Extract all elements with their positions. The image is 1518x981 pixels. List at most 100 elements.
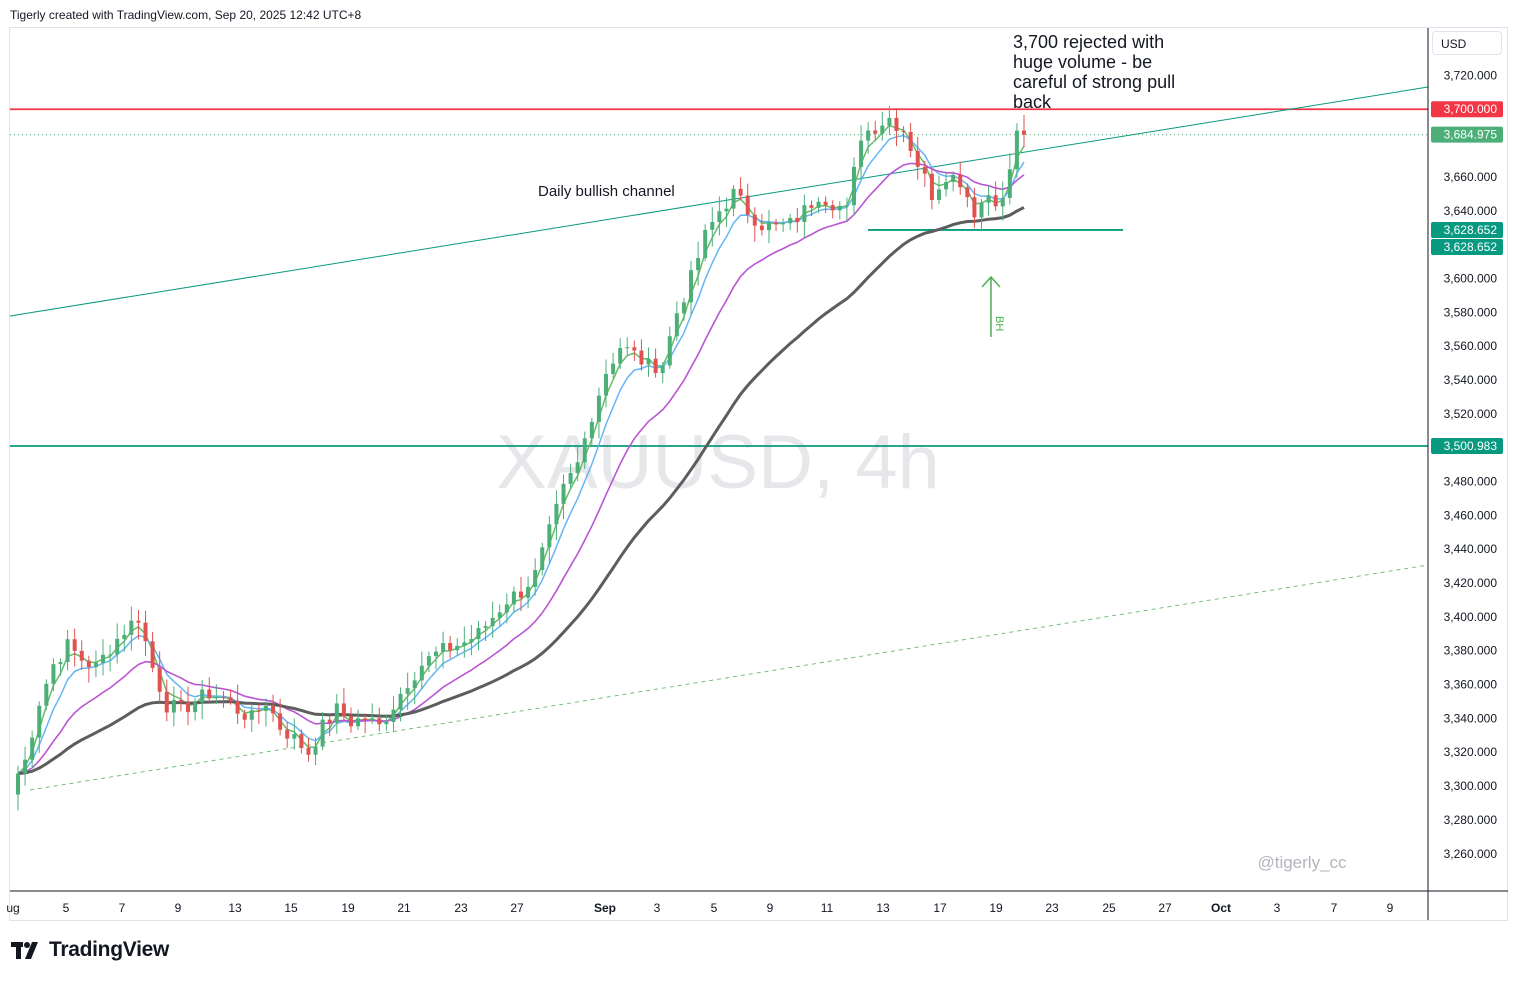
candle-body	[1000, 197, 1005, 207]
candle-body	[929, 173, 934, 200]
annotation-channel: Daily bullish channel	[538, 183, 675, 200]
candle-body	[972, 197, 977, 218]
time-scale: ug 5 7 9 13 15 19 21 23 27 Sep 3 5 9 11 13 17 19 23 25 27 Oct…	[6, 901, 1393, 915]
candle-body	[44, 683, 49, 706]
price-tick-label: 3,340.000	[1444, 711, 1498, 725]
candle-body	[604, 373, 609, 396]
candle-body	[448, 643, 453, 651]
price-label-text: 3,684.975	[1444, 128, 1498, 142]
candle-body	[334, 703, 339, 723]
candle-body	[936, 189, 941, 200]
candle-body	[901, 130, 906, 132]
candle-body	[462, 642, 467, 646]
candle-body	[908, 131, 913, 152]
candle-body	[200, 689, 205, 703]
price-label-box: 3,700.000	[1431, 101, 1503, 118]
price-label-bg	[1431, 238, 1503, 255]
candle-body	[115, 638, 120, 655]
price-tick-label: 3,300.000	[1444, 779, 1498, 793]
time-tick-label: 7	[1331, 901, 1338, 915]
candle-body	[58, 662, 63, 665]
candle-body	[249, 710, 254, 720]
price-tick-label: 3,260.000	[1444, 847, 1498, 861]
annotation-warning-line: huge volume - be	[1013, 52, 1152, 72]
candle-body	[667, 336, 672, 366]
time-tick-label: 25	[1102, 901, 1116, 915]
candle-body	[766, 222, 771, 231]
chart-frame[interactable]	[9, 27, 1508, 921]
price-label-bg	[1431, 126, 1503, 143]
candle-body	[533, 570, 538, 587]
candle-body	[242, 713, 247, 720]
candle-body	[504, 604, 509, 613]
candle-body	[412, 680, 417, 689]
candle-body	[108, 654, 113, 656]
price-label-box: 3,628.652	[1431, 221, 1503, 238]
tradingview-brand[interactable]: TradingView	[11, 938, 169, 962]
candle-body	[1014, 130, 1019, 170]
candle-body	[306, 747, 311, 755]
price-label-bg	[1431, 101, 1503, 118]
candle-body	[589, 421, 594, 439]
candle-body	[186, 701, 191, 713]
candle-body	[419, 665, 424, 681]
candle-body	[476, 628, 481, 640]
price-tick-label: 3,720.000	[1444, 68, 1498, 82]
candle-body	[660, 365, 665, 374]
candle-body	[561, 483, 566, 504]
candle-body	[639, 350, 644, 365]
candle-body	[370, 718, 375, 721]
candle-body	[391, 709, 396, 723]
candle-body	[426, 656, 431, 666]
candle-body	[866, 130, 871, 141]
currency-selector[interactable]: USD	[1432, 31, 1502, 55]
candle-body	[837, 205, 842, 211]
time-tick-label: 13	[876, 901, 890, 915]
candle-body	[795, 218, 800, 223]
candle-body	[327, 719, 332, 723]
candle-body	[710, 221, 715, 230]
candle-body	[79, 650, 84, 661]
candle-body	[143, 622, 148, 642]
candle-body	[625, 347, 630, 349]
time-tick-label: 17	[933, 901, 947, 915]
candle-body	[136, 620, 141, 623]
price-tick-label: 3,320.000	[1444, 745, 1498, 759]
candle-body	[356, 718, 361, 727]
time-tick-label: 11	[821, 901, 834, 915]
time-tick-label: 27	[1158, 901, 1172, 915]
candle-body	[618, 347, 623, 364]
candle-body	[377, 718, 382, 725]
candle-body	[30, 737, 35, 760]
price-tick-label: 3,460.000	[1444, 508, 1498, 522]
price-label-box: 3,500.983	[1431, 437, 1503, 454]
candle-body	[674, 313, 679, 337]
candle-body	[86, 660, 91, 668]
price-label-text: 3,628.652	[1444, 240, 1498, 254]
annotations: Daily bullish channel 3,700 rejected with…	[538, 32, 1175, 337]
annotation-warning-line: back	[1013, 92, 1052, 112]
annotation-bh: BH	[993, 316, 1005, 331]
candle-body	[278, 713, 283, 730]
price-label-box: 3,628.652	[1431, 238, 1503, 255]
time-tick-label: 5	[711, 901, 718, 915]
candle-body	[526, 586, 531, 598]
candle-body	[979, 202, 984, 218]
candle-body	[341, 703, 346, 717]
candle-body	[129, 620, 134, 635]
ema-long-line	[17, 206, 1025, 776]
price-tick-label: 3,480.000	[1444, 474, 1498, 488]
candle-body	[547, 524, 552, 548]
candle-body	[554, 503, 559, 525]
candle-body	[540, 547, 545, 571]
candle-body	[632, 347, 637, 351]
candle-body	[320, 719, 325, 747]
time-tick-label: 3	[1274, 901, 1281, 915]
price-scale: 3,260.000 3,280.000 3,300.000 3,320.000 3,34…	[10, 28, 1508, 920]
candle-body	[851, 166, 856, 206]
time-tick-label: ug	[6, 901, 19, 915]
candle-body	[844, 205, 849, 207]
candle-body	[65, 639, 70, 663]
price-label-box: 3,684.975	[1431, 126, 1503, 143]
